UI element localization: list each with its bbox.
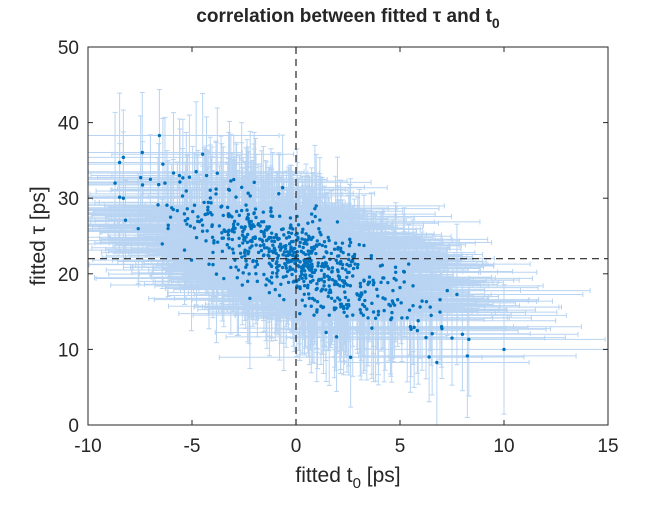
plot-area [88, 47, 608, 425]
